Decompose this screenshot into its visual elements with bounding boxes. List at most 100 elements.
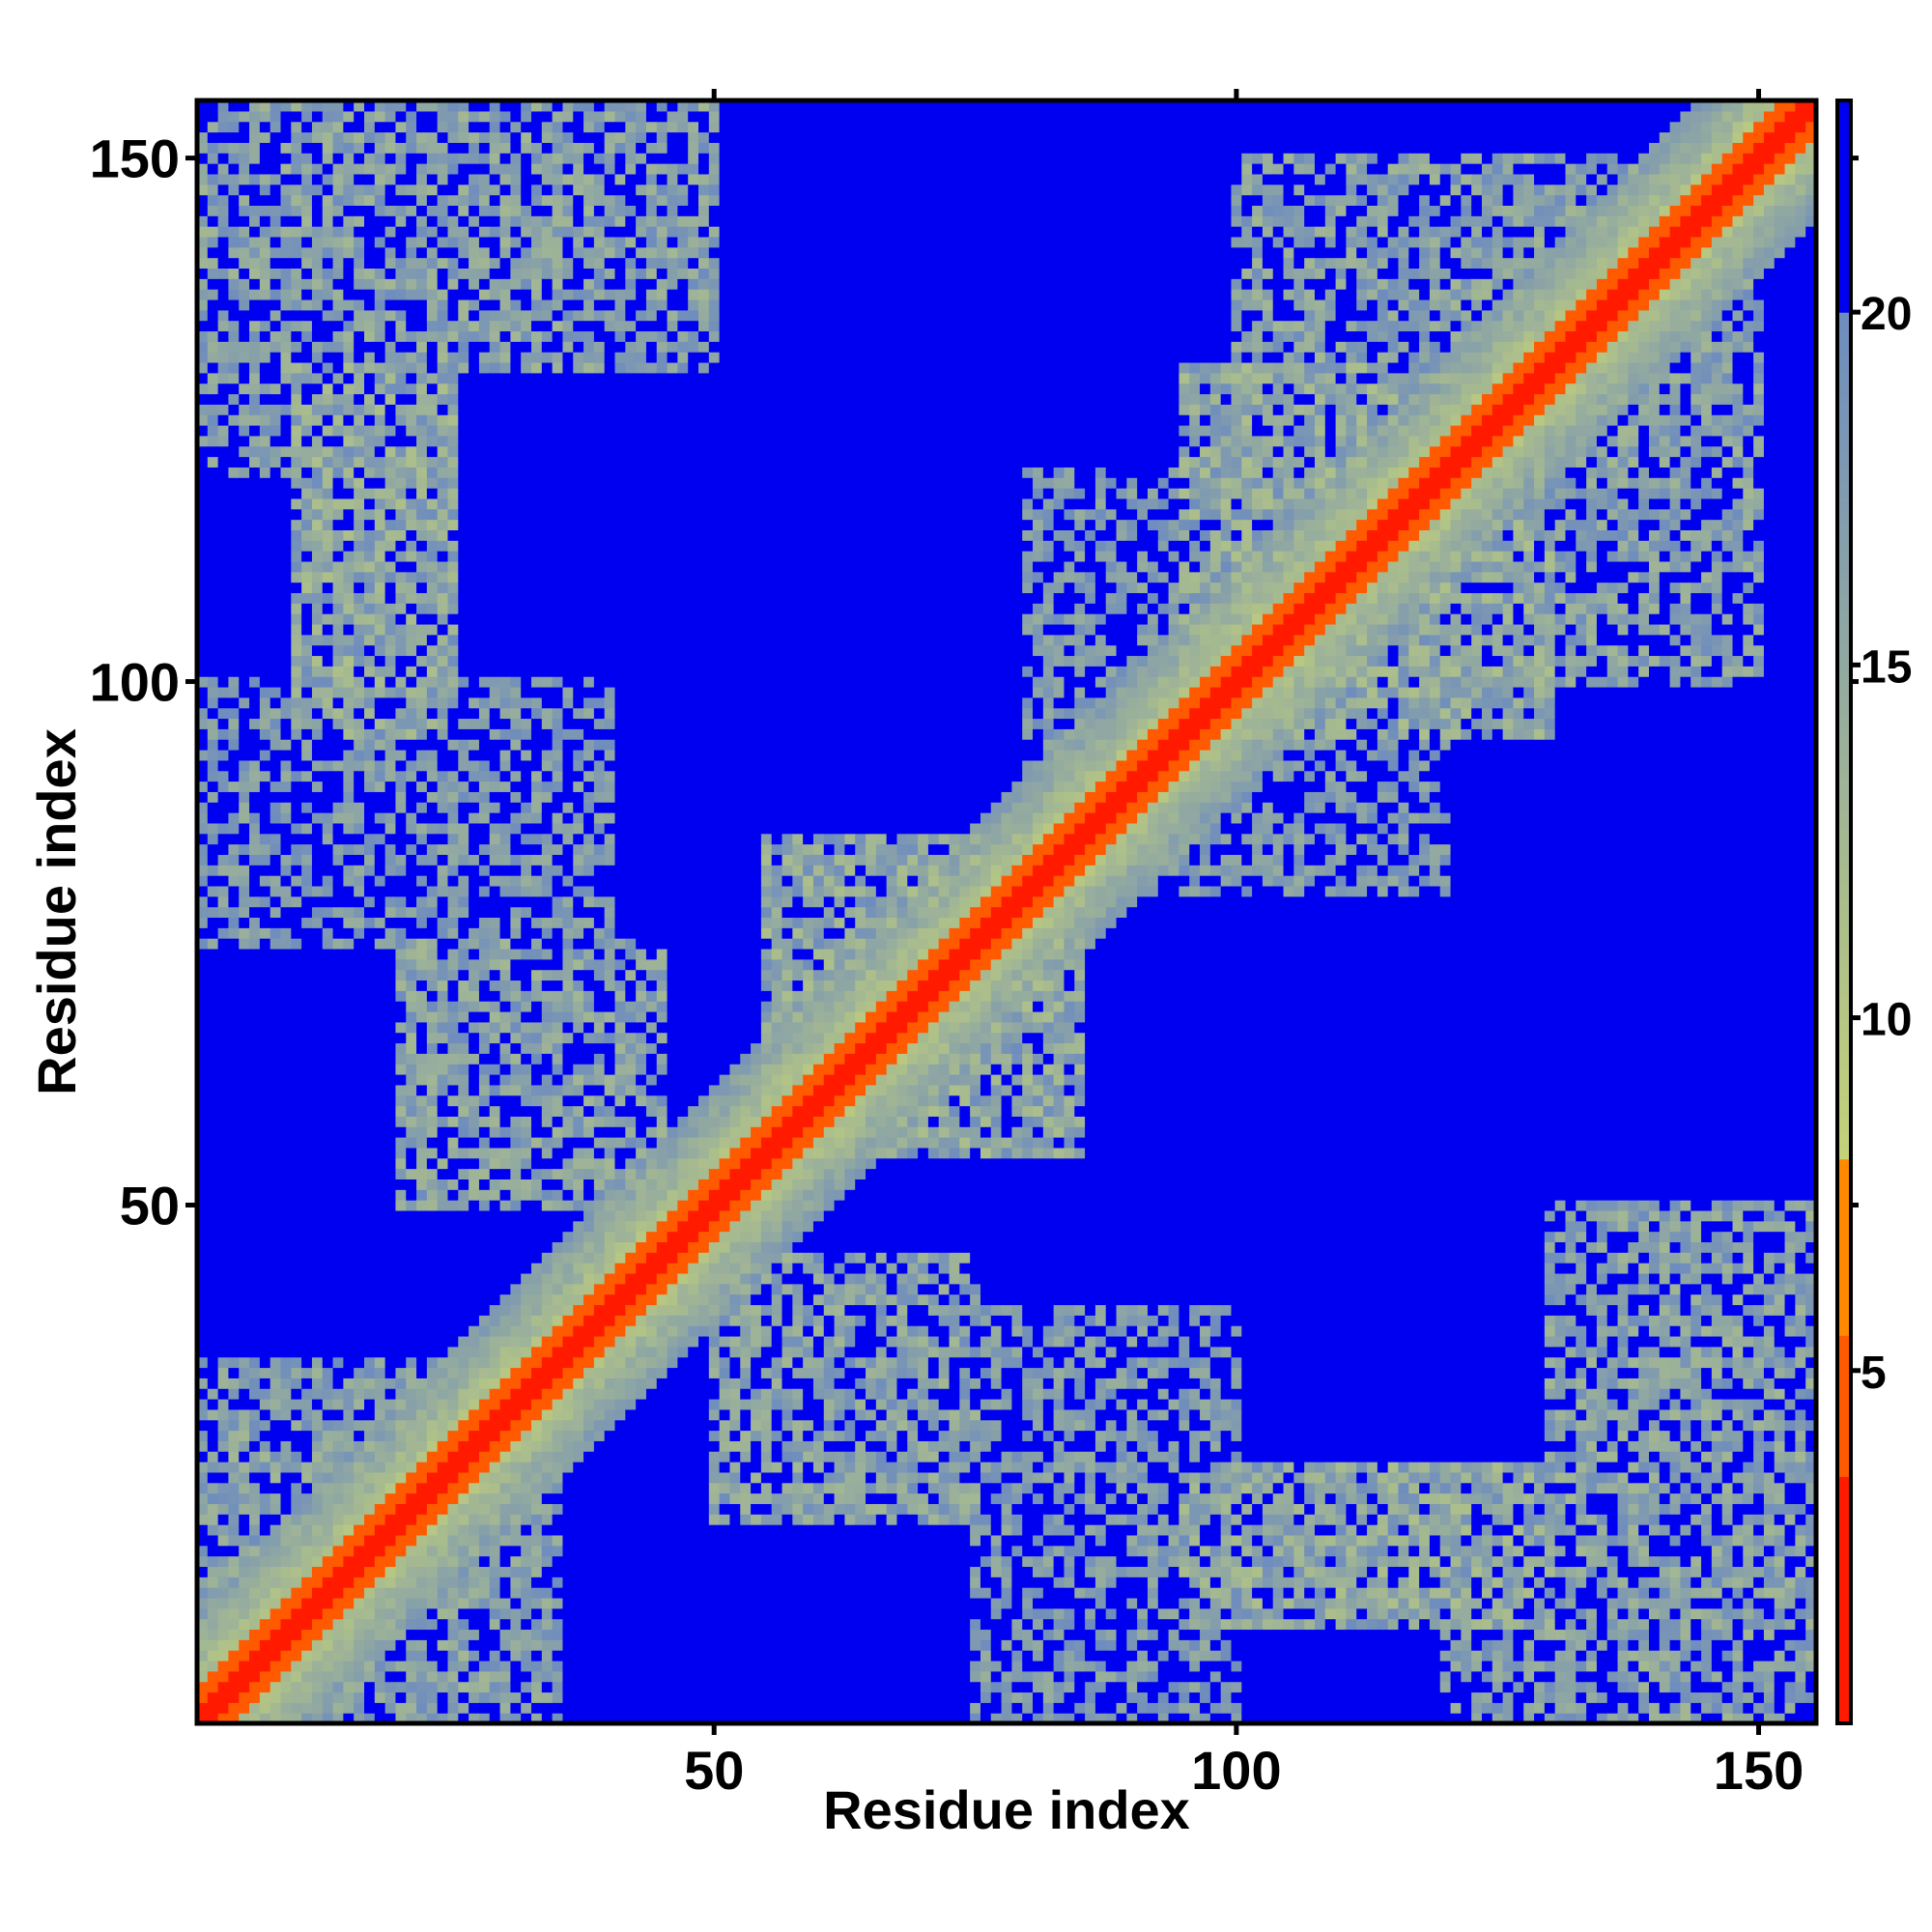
heatmap-cell xyxy=(427,1691,438,1702)
heatmap-cell xyxy=(490,1085,500,1095)
heatmap-cell xyxy=(364,624,375,635)
heatmap-cell xyxy=(469,1064,479,1074)
heatmap-cell xyxy=(249,1095,260,1106)
heatmap-cell xyxy=(354,980,364,990)
heatmap-cell xyxy=(208,1577,218,1587)
heatmap-cell xyxy=(364,927,375,938)
heatmap-cell xyxy=(208,1514,218,1524)
heatmap-cell xyxy=(375,268,385,278)
heatmap-cell xyxy=(395,278,406,289)
heatmap-cell xyxy=(375,791,385,802)
heatmap-cell xyxy=(385,1137,396,1148)
heatmap-cell xyxy=(438,1137,448,1148)
heatmap-cell xyxy=(469,1399,479,1409)
heatmap-cell xyxy=(260,1409,270,1420)
heatmap-cell xyxy=(479,645,490,656)
heatmap-cell xyxy=(323,1241,333,1252)
heatmap-cell xyxy=(416,1064,427,1074)
heatmap-cell xyxy=(249,551,260,561)
heatmap-cell xyxy=(364,687,375,697)
heatmap-cell xyxy=(469,1566,479,1577)
heatmap-cell xyxy=(458,1378,469,1388)
heatmap-cell xyxy=(395,1431,406,1441)
heatmap-cell xyxy=(301,655,312,666)
heatmap-cell xyxy=(375,1556,385,1567)
heatmap-cell xyxy=(458,1451,469,1462)
heatmap-cell xyxy=(510,321,521,331)
heatmap-cell xyxy=(228,896,239,907)
heatmap-cell xyxy=(364,1566,375,1577)
heatmap-cell xyxy=(364,865,375,875)
heatmap-cell xyxy=(395,802,406,812)
heatmap-cell xyxy=(416,330,427,341)
heatmap-cell xyxy=(375,1085,385,1095)
heatmap-cell xyxy=(218,980,229,990)
heatmap-cell xyxy=(427,970,438,980)
heatmap-cell xyxy=(239,1357,249,1368)
heatmap-cell xyxy=(438,1042,448,1053)
heatmap-cell xyxy=(448,1431,459,1441)
heatmap-cell xyxy=(343,310,354,321)
heatmap-cell xyxy=(323,384,333,394)
heatmap-cell xyxy=(395,1661,406,1671)
heatmap-cell xyxy=(385,1001,396,1011)
heatmap-cell xyxy=(479,1336,490,1347)
heatmap-cell xyxy=(270,959,281,970)
heatmap-cell xyxy=(406,949,416,959)
heatmap-cell xyxy=(343,697,354,708)
heatmap-cell xyxy=(395,1042,406,1053)
heatmap-cell xyxy=(416,1232,427,1242)
heatmap-cell xyxy=(260,823,270,834)
heatmap-cell xyxy=(500,990,511,1001)
heatmap-cell xyxy=(208,1399,218,1409)
heatmap-cell xyxy=(469,572,479,582)
heatmap-cell xyxy=(416,163,427,174)
heatmap-cell xyxy=(385,1106,396,1117)
heatmap-cell xyxy=(343,834,354,844)
heatmap-cell xyxy=(249,362,260,373)
heatmap-cell xyxy=(301,1367,312,1378)
heatmap-cell xyxy=(490,185,500,195)
heatmap-cell xyxy=(333,1399,344,1409)
heatmap-cell xyxy=(395,1241,406,1252)
heatmap-cell xyxy=(239,1294,249,1305)
heatmap-cell xyxy=(333,1378,344,1388)
heatmap-cell xyxy=(312,122,323,132)
heatmap-cell xyxy=(260,446,270,457)
heatmap-cell xyxy=(438,1409,448,1420)
heatmap-cell xyxy=(249,1671,260,1682)
heatmap-cell xyxy=(500,791,511,802)
heatmap-cell xyxy=(375,875,385,886)
heatmap-cell xyxy=(281,1691,292,1702)
heatmap-cell xyxy=(281,676,292,687)
heatmap-cell xyxy=(521,781,531,792)
heatmap-cell xyxy=(510,393,521,404)
heatmap-cell xyxy=(479,697,490,708)
heatmap-cell xyxy=(510,551,521,561)
heatmap-cell xyxy=(312,446,323,457)
heatmap-cell xyxy=(333,153,344,163)
heatmap-cell xyxy=(333,477,344,488)
heatmap-cell xyxy=(438,1598,448,1608)
heatmap-cell xyxy=(490,111,500,122)
heatmap-cell xyxy=(448,299,459,310)
heatmap-cell xyxy=(249,1440,260,1451)
heatmap-cell xyxy=(406,907,416,918)
heatmap-cell xyxy=(354,1053,364,1064)
heatmap-cell xyxy=(375,1106,385,1117)
heatmap-cell xyxy=(312,237,323,247)
heatmap-cell xyxy=(312,467,323,477)
heatmap-cell xyxy=(301,718,312,728)
heatmap-cell xyxy=(333,414,344,425)
heatmap-cell xyxy=(270,938,281,949)
heatmap-cell xyxy=(395,540,406,551)
heatmap-cell xyxy=(479,1085,490,1095)
heatmap-cell xyxy=(260,834,270,844)
heatmap-cell xyxy=(521,1639,531,1650)
heatmap-cell xyxy=(416,457,427,468)
heatmap-cell xyxy=(521,1273,531,1284)
heatmap-cell xyxy=(249,886,260,896)
heatmap-cell xyxy=(385,1650,396,1661)
heatmap-cell xyxy=(323,1200,333,1210)
heatmap-cell xyxy=(301,174,312,185)
